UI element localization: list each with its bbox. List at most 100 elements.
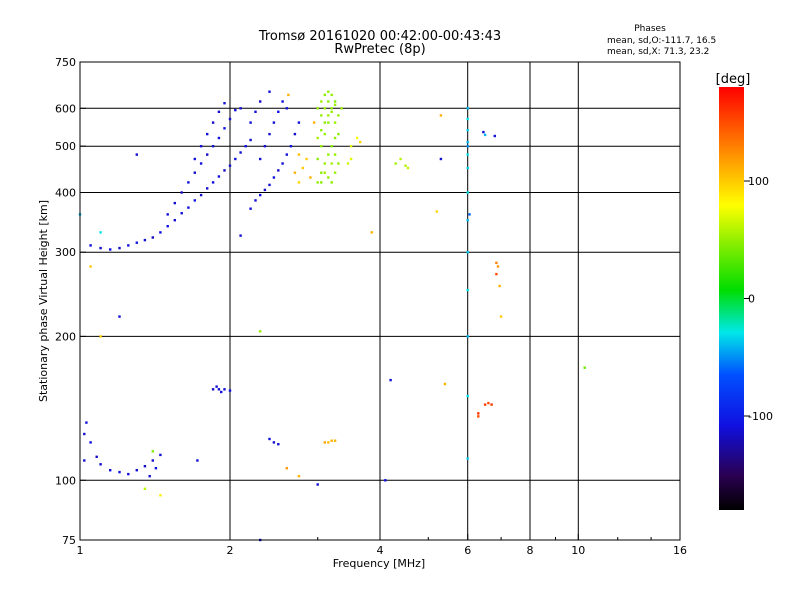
echo-point — [259, 330, 262, 333]
echo-point — [466, 394, 469, 398]
y-tick-label: 500 — [55, 140, 76, 153]
echo-point — [272, 441, 276, 444]
echo-point — [384, 479, 387, 482]
echo-point — [173, 201, 176, 205]
echo-point — [127, 472, 130, 476]
echo-point — [293, 132, 297, 136]
echo-point — [346, 162, 350, 165]
y-axis: 75 100 200 300 400 500 600 750 — [55, 56, 86, 547]
echo-point — [297, 475, 301, 478]
y-tick-label: 200 — [55, 330, 76, 343]
echo-point — [223, 169, 226, 172]
echo-point — [215, 385, 218, 388]
echo-point — [159, 231, 162, 234]
echo-point — [466, 457, 469, 460]
echo-point — [297, 121, 301, 124]
echo-point — [135, 469, 138, 472]
echo-point — [333, 171, 337, 174]
stats-header: Phases — [634, 24, 666, 34]
echo-point — [223, 388, 226, 391]
echo-point — [268, 437, 271, 441]
echo-point — [349, 145, 353, 148]
echo-point — [496, 265, 500, 268]
echo-point — [151, 459, 154, 462]
echo-point — [217, 175, 221, 178]
echo-point — [234, 157, 237, 161]
echo-point — [323, 171, 326, 174]
echo-point — [99, 246, 102, 250]
echo-point — [223, 127, 226, 130]
grid-lines — [80, 62, 680, 540]
y-tick-label: 75 — [62, 534, 76, 547]
echo-point — [196, 459, 199, 462]
echo-point — [244, 145, 247, 148]
echo-point — [327, 441, 330, 444]
echo-point — [239, 234, 242, 237]
echo-point — [206, 132, 209, 136]
echo-point — [249, 138, 252, 142]
y-tick-label: 100 — [55, 474, 76, 487]
echo-point — [323, 121, 326, 124]
colorbar-tick-label: 0 — [748, 293, 755, 306]
colorbar-gradient — [719, 87, 744, 510]
echo-point — [293, 171, 297, 174]
echo-point — [297, 153, 301, 156]
echo-point — [327, 153, 330, 156]
echo-point — [118, 246, 121, 250]
echo-point — [435, 210, 438, 213]
echo-point — [166, 225, 169, 228]
echo-point — [281, 162, 284, 165]
echo-point — [159, 494, 162, 497]
echo-point — [217, 136, 221, 140]
echo-point — [337, 132, 340, 136]
y-tick-label: 400 — [55, 186, 76, 199]
echo-point — [483, 403, 487, 406]
echo-point — [268, 132, 271, 136]
echo-point — [239, 107, 242, 110]
echo-point — [228, 117, 232, 121]
x-axis-label: Frequency [MHz] — [333, 557, 425, 570]
echo-point — [143, 465, 147, 468]
echo-point — [272, 176, 276, 179]
echo-point — [466, 117, 469, 121]
echo-point — [320, 171, 323, 174]
echo-point — [327, 114, 330, 117]
echo-point — [312, 121, 316, 124]
echo-point — [477, 412, 480, 415]
echo-point — [143, 238, 147, 242]
echo-point — [180, 212, 183, 215]
echo-point — [316, 181, 319, 184]
echo-point — [327, 176, 330, 179]
echo-point — [483, 133, 487, 137]
echo-point — [337, 114, 340, 117]
echo-point — [330, 439, 333, 442]
echo-point — [330, 181, 333, 184]
chart-subtitle: RwPretec (8p) — [334, 42, 425, 57]
echo-point — [109, 248, 112, 251]
echo-point — [277, 169, 280, 172]
stats-line-o: mean, sd,O:-111.7, 16.5 — [607, 36, 716, 46]
echo-point — [187, 181, 190, 184]
echo-point — [330, 110, 333, 113]
echo-point — [305, 157, 308, 161]
echo-point — [173, 219, 176, 222]
echo-point — [206, 153, 209, 156]
echo-point — [277, 443, 280, 446]
echo-point — [330, 162, 333, 165]
x-tick-label: 6 — [464, 544, 471, 557]
echo-point — [443, 382, 447, 386]
echo-point — [482, 130, 485, 134]
echo-point — [234, 108, 237, 112]
echo-point — [327, 90, 330, 93]
echo-point — [309, 176, 312, 179]
echo-point — [89, 441, 92, 444]
echo-point — [135, 153, 138, 156]
echo-point — [394, 162, 397, 165]
echo-point — [268, 90, 271, 93]
echo-point — [466, 145, 469, 148]
data-points — [78, 90, 586, 542]
colorbar-tick-label: -100 — [748, 410, 773, 423]
echo-point — [320, 181, 323, 184]
echo-point — [99, 463, 102, 466]
echo-point — [327, 100, 330, 103]
